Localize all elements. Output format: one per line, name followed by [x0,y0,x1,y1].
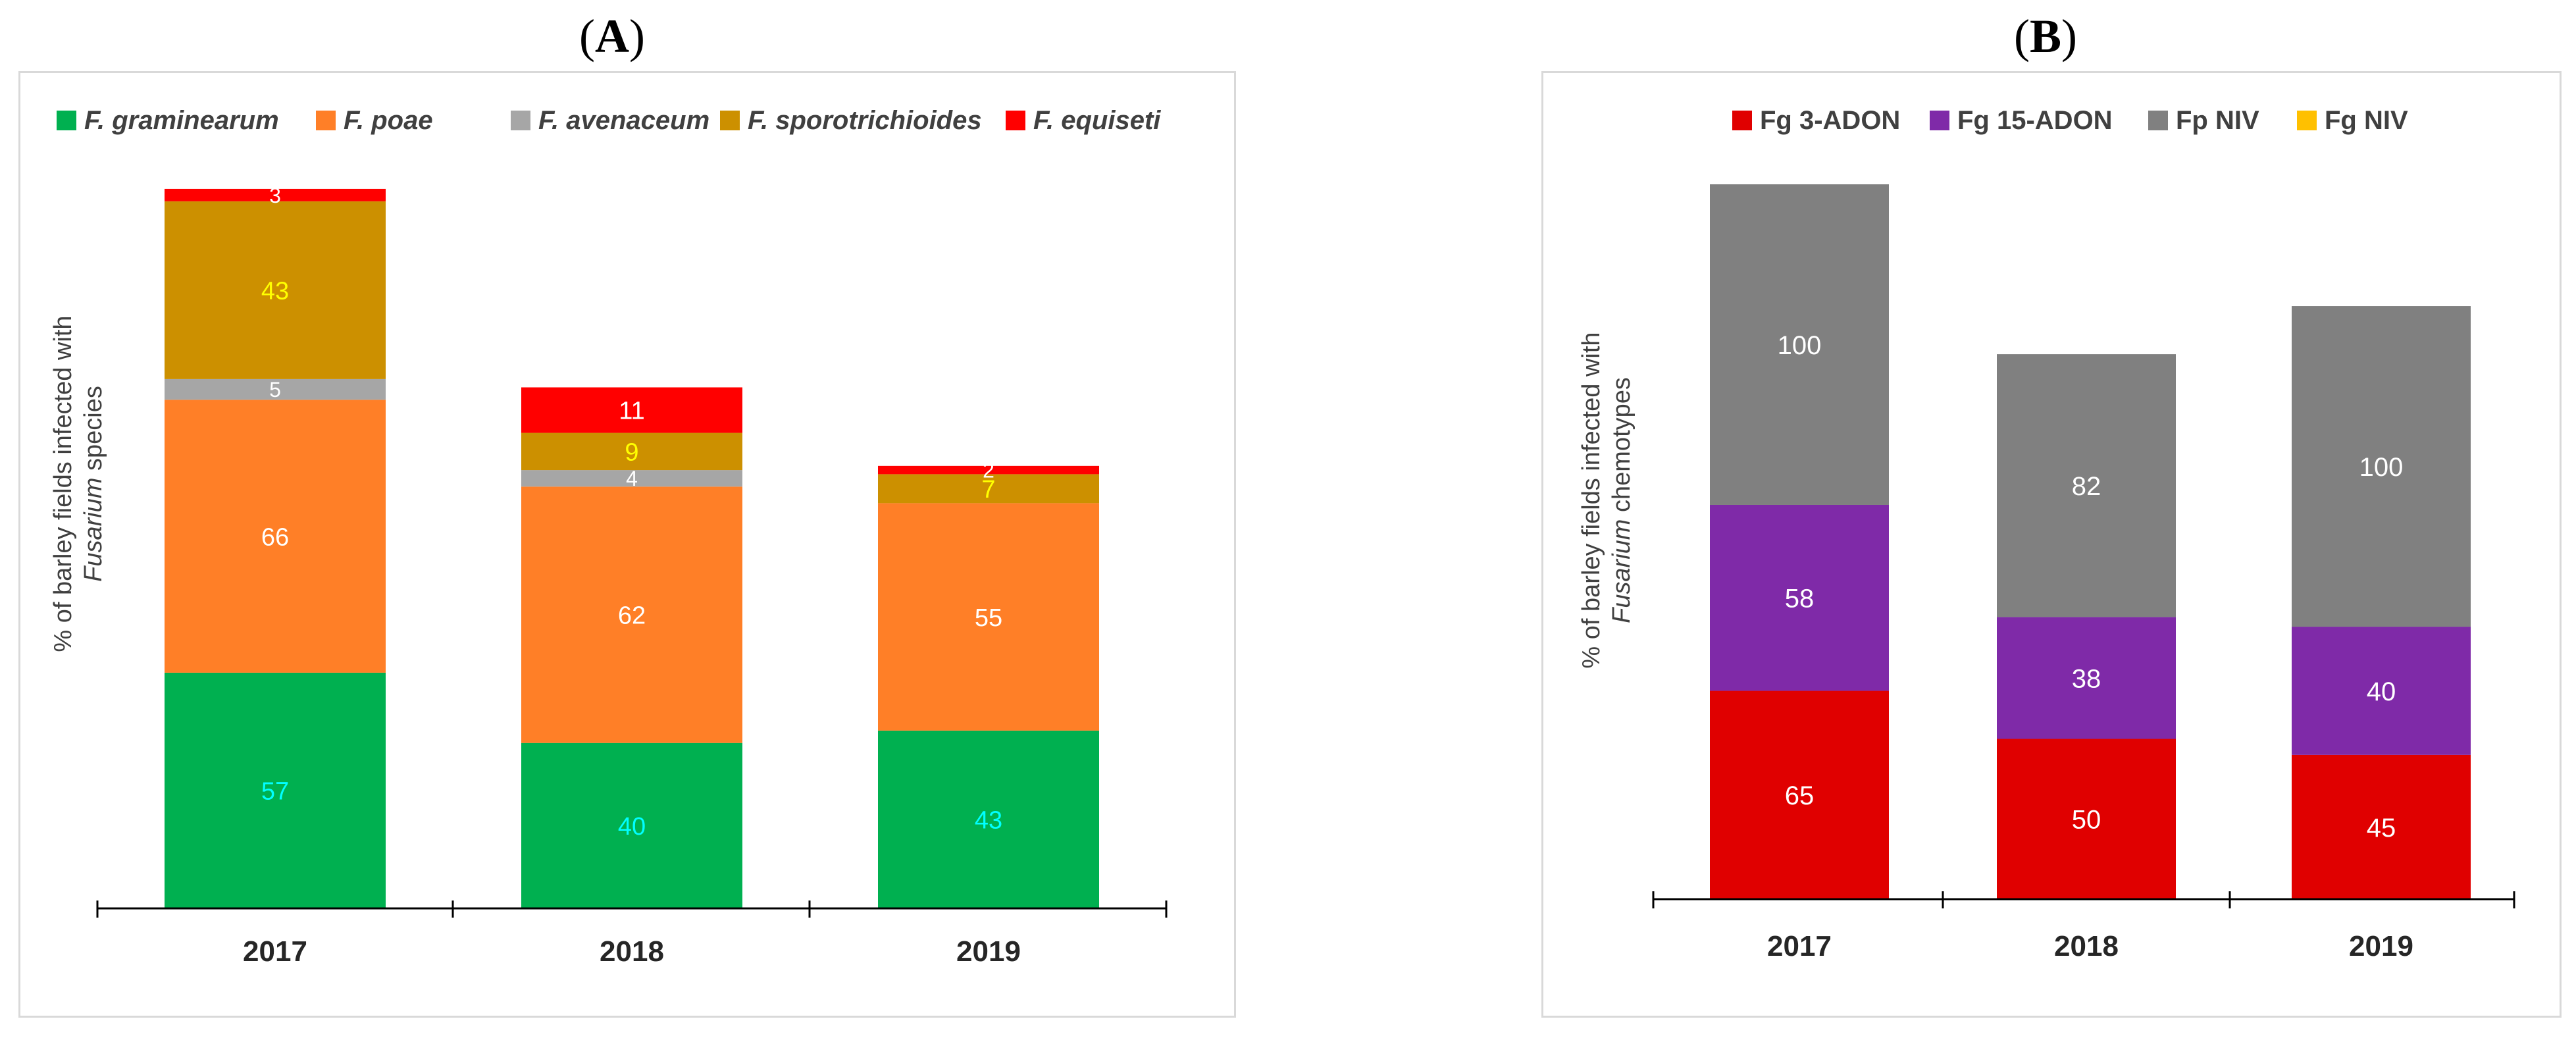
data-label: 55 [975,604,1002,632]
data-label: 4 [626,467,638,490]
data-label: 58 [1785,585,1815,613]
bar-segment [165,400,386,673]
legend-swatch [1930,111,1949,130]
legend-swatch [720,111,740,130]
y-axis-label: % of barley fields infected with Fusarium… [49,315,107,652]
bar-segment [1997,739,2176,899]
data-label: 65 [1785,781,1815,810]
data-label: 11 [619,398,644,425]
data-label: 100 [1778,331,1822,360]
legend-label: Fg 3-ADON [1760,106,1900,135]
legend-label: F. graminearum [84,106,279,135]
data-label: 2 [983,459,994,483]
data-label: 45 [2367,814,2396,843]
panel-b-label: (B) [2014,10,2077,63]
panel-a-label: (A) [579,10,645,63]
y-axis-label-line1: % of barley fields infected with [49,315,77,652]
data-label: 9 [625,439,638,467]
category-label: 2017 [1767,930,1832,962]
legend-label: F. avenaceum [538,106,709,135]
bar-segment [165,188,386,201]
bar-segment [521,387,742,433]
legend-label: Fg 15-ADON [1957,106,2113,135]
bar-segment [165,672,386,908]
legend-swatch [2148,111,2168,130]
bar-segment [165,201,386,379]
data-label: 40 [618,813,646,841]
bar-segment [521,486,742,743]
data-label: 100 [2359,453,2404,482]
legend-swatch [316,111,336,130]
bar-segment [2292,754,2471,899]
bar-segment [1710,184,1889,505]
category-label: 2019 [2349,930,2413,962]
data-label: 5 [269,378,281,402]
chart-b: Fg 3-ADON Fg 15-ADON Fp NIV Fg NIV 65 58 100 20… [1578,106,2515,962]
bar-segment [521,432,742,471]
bar-segment [878,474,1099,504]
bar-segment [878,730,1099,908]
category-label: 2019 [956,935,1021,968]
data-label: 7 [981,476,995,504]
y-axis-label-line1: % of barley fields infected with [1578,332,1605,668]
legend-label: F. poae [344,106,433,135]
bar-segment [1710,504,1889,691]
panel-a-letter: A [594,10,629,63]
data-label: 43 [975,807,1002,835]
legend-swatch [2297,111,2317,130]
bar-segment [878,503,1099,731]
legend-label: F. equiseti [1033,106,1161,135]
bar-segment [521,743,742,908]
legend-swatch [1006,111,1025,130]
chart-a: F. graminearum F. poae F. avenaceum F. spor… [49,106,1168,968]
legend-swatch [57,111,76,130]
bar-segment [1710,691,1889,899]
legend-swatch [511,111,530,130]
data-label: 50 [2072,806,2101,835]
y-axis-label: % of barley fields infected with Fusarium… [1578,332,1636,668]
data-label: 62 [618,602,646,630]
data-label: 82 [2072,472,2101,501]
bar-segment [2292,627,2471,755]
y-axis-label-line2: Fusarium species [80,386,107,582]
data-label: 40 [2367,677,2396,706]
bar-segment [878,465,1099,475]
bar-segment [1997,617,2176,739]
data-label: 3 [269,184,281,207]
legend-label: F. sporotrichioides [748,106,982,135]
y-axis-label-line2: Fusarium chemotypes [1608,377,1636,623]
data-label: 43 [261,278,289,305]
legend-label: Fg NIV [2325,106,2408,135]
bar-segment [2292,306,2471,627]
data-label: 57 [261,778,289,806]
category-label: 2018 [600,935,664,968]
bar-segment [521,470,742,487]
data-label: 66 [261,523,289,551]
legend-swatch [1732,111,1752,130]
legend-label: Fp NIV [2176,106,2259,135]
data-label: 38 [2072,664,2101,693]
bar-segment [165,378,386,400]
category-label: 2018 [2054,930,2119,962]
panel-b-letter: B [2029,10,2062,63]
category-label: 2017 [243,935,307,968]
bar-segment [1997,354,2176,617]
